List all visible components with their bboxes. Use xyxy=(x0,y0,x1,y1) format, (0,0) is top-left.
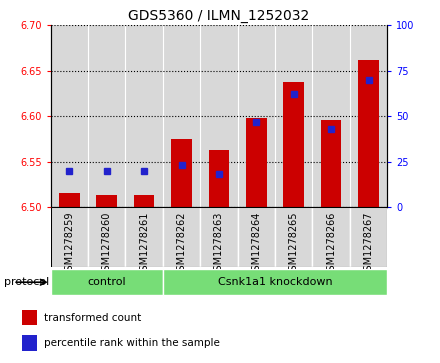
FancyBboxPatch shape xyxy=(163,269,387,295)
Text: GSM1278266: GSM1278266 xyxy=(326,212,336,277)
Bar xyxy=(209,150,229,207)
FancyBboxPatch shape xyxy=(200,207,238,267)
Text: GSM1278264: GSM1278264 xyxy=(251,212,261,277)
FancyBboxPatch shape xyxy=(238,207,275,267)
Text: GSM1278265: GSM1278265 xyxy=(289,212,299,277)
Bar xyxy=(275,25,312,207)
Bar xyxy=(125,25,163,207)
FancyBboxPatch shape xyxy=(275,207,312,267)
Bar xyxy=(22,310,37,325)
Text: GSM1278259: GSM1278259 xyxy=(64,212,74,277)
Text: Csnk1a1 knockdown: Csnk1a1 knockdown xyxy=(218,277,332,287)
Bar xyxy=(22,335,37,351)
FancyBboxPatch shape xyxy=(51,269,163,295)
Text: protocol: protocol xyxy=(4,277,50,287)
Text: GSM1278261: GSM1278261 xyxy=(139,212,149,277)
Bar xyxy=(171,139,192,207)
Bar xyxy=(350,25,387,207)
Text: GSM1278267: GSM1278267 xyxy=(363,212,374,277)
FancyBboxPatch shape xyxy=(88,207,125,267)
FancyBboxPatch shape xyxy=(163,207,200,267)
Bar xyxy=(96,195,117,207)
FancyBboxPatch shape xyxy=(51,207,88,267)
Title: GDS5360 / ILMN_1252032: GDS5360 / ILMN_1252032 xyxy=(128,9,309,23)
Bar xyxy=(88,25,125,207)
Bar xyxy=(283,82,304,207)
FancyBboxPatch shape xyxy=(125,207,163,267)
Bar xyxy=(51,25,88,207)
Text: transformed count: transformed count xyxy=(44,313,141,323)
Bar xyxy=(321,120,341,207)
Bar xyxy=(134,195,154,207)
Text: control: control xyxy=(88,277,126,287)
Text: percentile rank within the sample: percentile rank within the sample xyxy=(44,338,220,348)
Text: GSM1278263: GSM1278263 xyxy=(214,212,224,277)
Text: GSM1278262: GSM1278262 xyxy=(176,212,187,277)
Bar xyxy=(200,25,238,207)
Bar xyxy=(312,25,350,207)
FancyBboxPatch shape xyxy=(350,207,387,267)
Bar xyxy=(238,25,275,207)
Bar xyxy=(246,118,267,207)
Text: GSM1278260: GSM1278260 xyxy=(102,212,112,277)
Bar xyxy=(59,193,80,207)
FancyBboxPatch shape xyxy=(312,207,350,267)
Bar xyxy=(163,25,200,207)
Bar xyxy=(358,60,379,207)
